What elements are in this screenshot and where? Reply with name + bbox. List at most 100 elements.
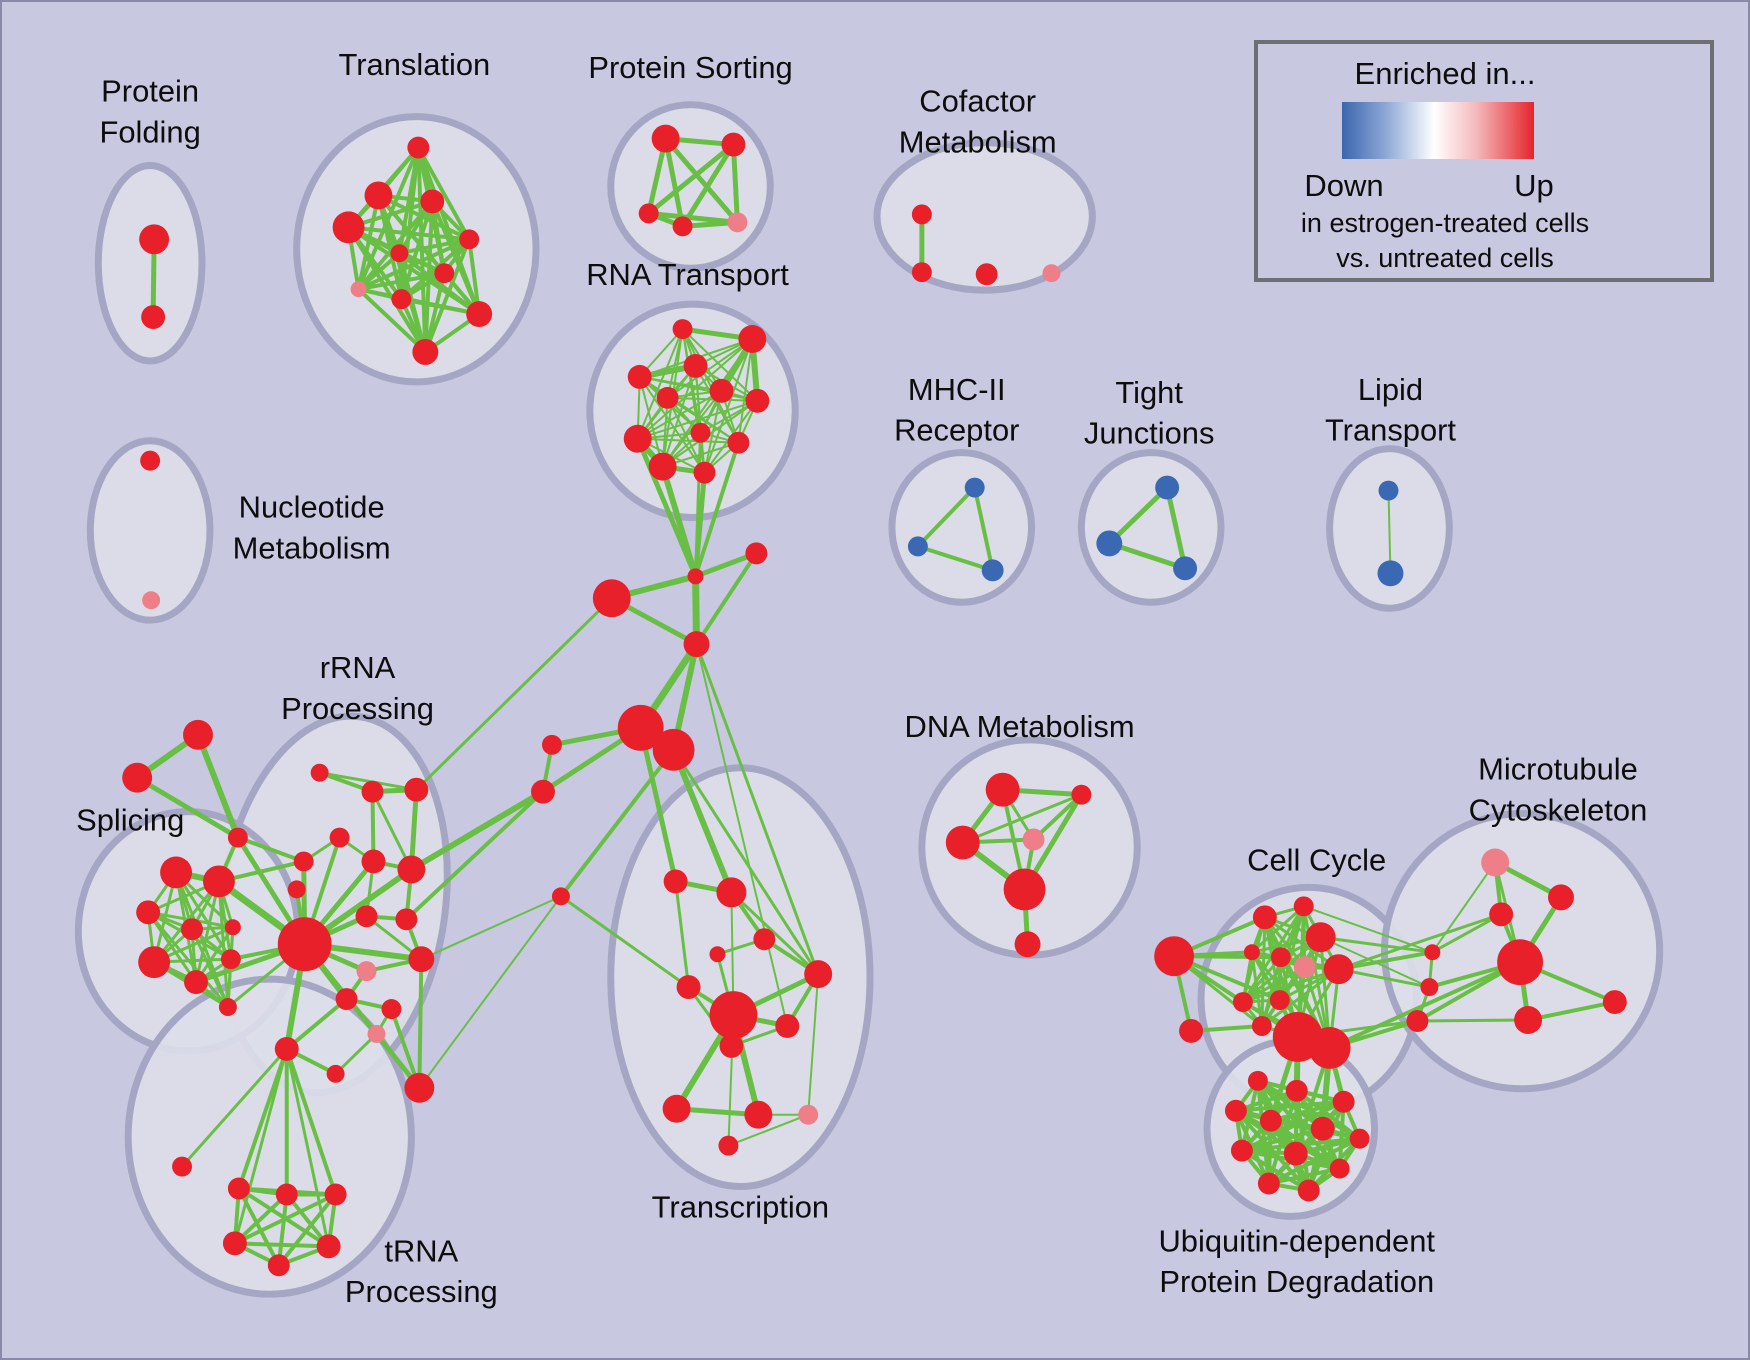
cluster-label-nucleotide-metabolism-line1: Nucleotide: [239, 489, 385, 524]
network-node-ps1: [651, 124, 680, 153]
network-edge: [1526, 1000, 1617, 1022]
network-edge: [276, 1192, 289, 1268]
network-edge: [636, 399, 759, 440]
network-node-rr3: [404, 777, 429, 802]
cluster-label-dna-metabolism-line1: DNA Metabolism: [905, 709, 1135, 744]
network-node-rr10: [355, 905, 378, 928]
network-node-n1: [140, 450, 161, 471]
network-edge: [397, 237, 472, 256]
cluster-label-splicing-line1: Splicing: [76, 803, 184, 838]
network-node-cc3: [1305, 922, 1336, 953]
network-node-tr11: [744, 1100, 773, 1129]
network-edge: [1260, 967, 1341, 1028]
network-node-rr15: [381, 999, 402, 1019]
cluster-label-protein-folding-line1: Protein: [101, 74, 199, 109]
network-edge: [284, 997, 349, 1051]
legend-down-label: Down: [1304, 168, 1384, 203]
network-node-u12: [1297, 1179, 1320, 1202]
network-node-m1: [964, 477, 985, 498]
network-node-d4: [1022, 828, 1045, 851]
network-node-cc6: [1293, 956, 1316, 979]
network-node-cc9: [1269, 990, 1290, 1011]
network-edge: [1266, 1166, 1342, 1186]
network-node-u7: [1349, 1128, 1370, 1149]
network-node-tn5: [324, 1183, 347, 1206]
network-node-d6: [1014, 931, 1041, 958]
network-node-rr8: [287, 880, 306, 899]
network-node-rr14: [335, 988, 358, 1011]
legend-title: Enriched in...: [1354, 56, 1536, 91]
network-edge: [318, 771, 418, 792]
network-node-u2: [1285, 1079, 1308, 1102]
network-node-u8: [1230, 1139, 1253, 1162]
cluster-label-lipid-transport-line1: Lipid: [1358, 372, 1423, 407]
network-node-u4: [1224, 1099, 1247, 1122]
network-node-tr1: [663, 869, 688, 894]
network-edge: [1239, 1148, 1311, 1193]
network-node-mt3: [1489, 902, 1514, 927]
network-node-t7: [434, 263, 455, 284]
network-node-rr18: [326, 1064, 345, 1083]
cluster-label-rrna-processing-line2: Processing: [281, 691, 434, 726]
network-node-cc1: [1252, 905, 1277, 930]
network-edge: [737, 338, 754, 444]
network-edge: [638, 375, 759, 402]
cluster-ellipse-trna-processing: [124, 975, 415, 1298]
cluster-ellipse-mhc-ii-receptor: [888, 449, 1036, 606]
network-node-rr1: [310, 763, 329, 782]
network-node-b1: [1424, 944, 1441, 961]
network-node-r12: [693, 461, 716, 484]
network-node-cc10: [1251, 1016, 1272, 1036]
network-edge: [194, 879, 221, 984]
network-node-ps2: [721, 132, 746, 157]
cluster-ellipse-protein-folding: [94, 162, 206, 365]
network-node-t6: [390, 244, 409, 263]
cluster-labels-layer: Protein Folding Translation Protein Sorting…: [76, 47, 1647, 1309]
network-edge: [646, 142, 736, 216]
network-edge: [680, 142, 736, 229]
network-edge: [284, 1046, 338, 1197]
cluster-label-ubiquitin-degradation-line1: Ubiquitin-dependent: [1158, 1223, 1435, 1258]
network-node-r2: [738, 325, 767, 353]
network-node-lp1: [1378, 480, 1399, 501]
cluster-label-trna-processing-line1: tRNA: [384, 1233, 458, 1268]
network-node-rr9: [277, 917, 332, 972]
network-node-c3: [592, 579, 631, 618]
network-edge: [356, 251, 402, 292]
network-node-tr7: [709, 991, 758, 1039]
cluster-label-mhc-ii-receptor-line1: MHC-II: [908, 372, 1006, 407]
network-node-tj2: [1096, 530, 1123, 557]
network-node-tr6: [676, 975, 701, 1000]
network-edge: [663, 136, 740, 225]
network-nodes-layer: [122, 124, 1627, 1277]
cluster-label-microtubule-cytoskeleton-line2: Cytoskeleton: [1469, 793, 1648, 828]
network-node-cf2: [911, 262, 932, 283]
network-node-m3: [981, 559, 1004, 582]
network-edge: [695, 643, 789, 1027]
network-edge: [1239, 1126, 1325, 1153]
network-node-tr5: [804, 960, 833, 989]
network-edge: [1319, 936, 1431, 989]
network-node-n2: [142, 591, 161, 610]
network-node-t1: [407, 136, 430, 159]
network-edge: [1327, 960, 1523, 1050]
network-node-t9: [391, 289, 412, 310]
network-node-d3: [945, 825, 980, 860]
network-node-pf2: [141, 305, 166, 330]
network-node-u1: [1247, 1070, 1268, 1091]
network-node-rr5: [293, 851, 314, 872]
network-edge: [694, 364, 740, 444]
network-edge: [666, 338, 754, 399]
network-edge: [417, 957, 424, 1090]
network-edge: [370, 790, 413, 871]
network-node-r9: [623, 424, 652, 453]
network-edge: [356, 287, 428, 354]
network-node-u9: [1283, 1141, 1308, 1166]
network-node-cf1: [911, 204, 932, 225]
network-node-cc0b: [1179, 1019, 1204, 1043]
network-edge: [232, 1241, 331, 1249]
network-node-cc12: [1308, 1026, 1351, 1069]
network-edge: [334, 1032, 378, 1076]
network-node-c4: [683, 631, 710, 658]
